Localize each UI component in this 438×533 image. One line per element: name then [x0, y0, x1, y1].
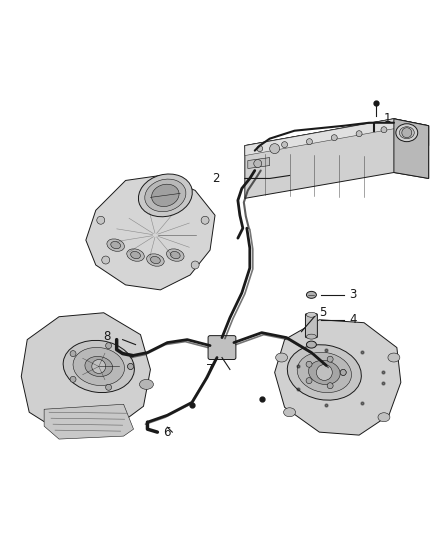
Ellipse shape	[399, 127, 414, 139]
Polygon shape	[248, 158, 270, 168]
Ellipse shape	[283, 408, 296, 417]
Text: 1: 1	[384, 112, 392, 125]
Ellipse shape	[166, 249, 184, 261]
Circle shape	[191, 261, 199, 269]
Circle shape	[70, 376, 76, 382]
Text: 5: 5	[319, 306, 327, 319]
Circle shape	[127, 364, 134, 369]
Text: 8: 8	[103, 330, 111, 343]
Ellipse shape	[307, 341, 316, 348]
Circle shape	[316, 365, 332, 381]
Ellipse shape	[307, 334, 316, 339]
Ellipse shape	[170, 252, 180, 259]
Circle shape	[340, 369, 346, 375]
Circle shape	[282, 142, 288, 148]
Circle shape	[306, 361, 312, 367]
Circle shape	[97, 216, 105, 224]
Polygon shape	[394, 119, 429, 179]
FancyBboxPatch shape	[305, 314, 318, 337]
Circle shape	[102, 256, 110, 264]
Circle shape	[356, 131, 362, 136]
Text: 4: 4	[349, 313, 357, 326]
Circle shape	[327, 383, 333, 389]
Polygon shape	[245, 119, 429, 198]
Circle shape	[106, 384, 112, 390]
Polygon shape	[44, 404, 134, 439]
Polygon shape	[245, 119, 429, 173]
Circle shape	[331, 135, 337, 141]
Circle shape	[402, 128, 412, 138]
Ellipse shape	[308, 360, 340, 384]
Circle shape	[92, 360, 106, 374]
Ellipse shape	[396, 124, 418, 142]
Text: 7: 7	[205, 363, 213, 376]
Ellipse shape	[276, 353, 288, 362]
Circle shape	[307, 139, 312, 144]
Circle shape	[381, 127, 387, 133]
Circle shape	[127, 364, 134, 369]
Circle shape	[257, 146, 263, 151]
Text: 6: 6	[163, 426, 171, 439]
Polygon shape	[21, 313, 150, 434]
Ellipse shape	[307, 312, 316, 317]
Ellipse shape	[85, 357, 113, 376]
Ellipse shape	[73, 348, 124, 385]
Ellipse shape	[378, 413, 390, 422]
Ellipse shape	[147, 254, 164, 266]
Ellipse shape	[111, 241, 120, 249]
Circle shape	[70, 351, 76, 357]
Circle shape	[106, 343, 112, 349]
Ellipse shape	[388, 353, 400, 362]
Ellipse shape	[297, 352, 351, 393]
Ellipse shape	[152, 184, 179, 207]
Circle shape	[254, 159, 262, 167]
Text: 3: 3	[349, 288, 357, 301]
Circle shape	[327, 356, 333, 362]
Ellipse shape	[145, 179, 186, 212]
Circle shape	[270, 144, 279, 154]
Ellipse shape	[151, 256, 160, 264]
Ellipse shape	[287, 345, 361, 400]
Ellipse shape	[107, 239, 124, 252]
Ellipse shape	[138, 174, 192, 217]
Polygon shape	[275, 320, 401, 435]
Circle shape	[201, 216, 209, 224]
Polygon shape	[245, 119, 429, 156]
Circle shape	[306, 378, 312, 384]
Text: 2: 2	[212, 172, 220, 185]
Circle shape	[340, 369, 346, 375]
Ellipse shape	[63, 341, 134, 393]
Ellipse shape	[127, 249, 144, 261]
Ellipse shape	[140, 379, 153, 389]
Polygon shape	[86, 175, 215, 290]
Ellipse shape	[131, 252, 141, 259]
Ellipse shape	[307, 292, 316, 298]
FancyBboxPatch shape	[208, 336, 236, 360]
